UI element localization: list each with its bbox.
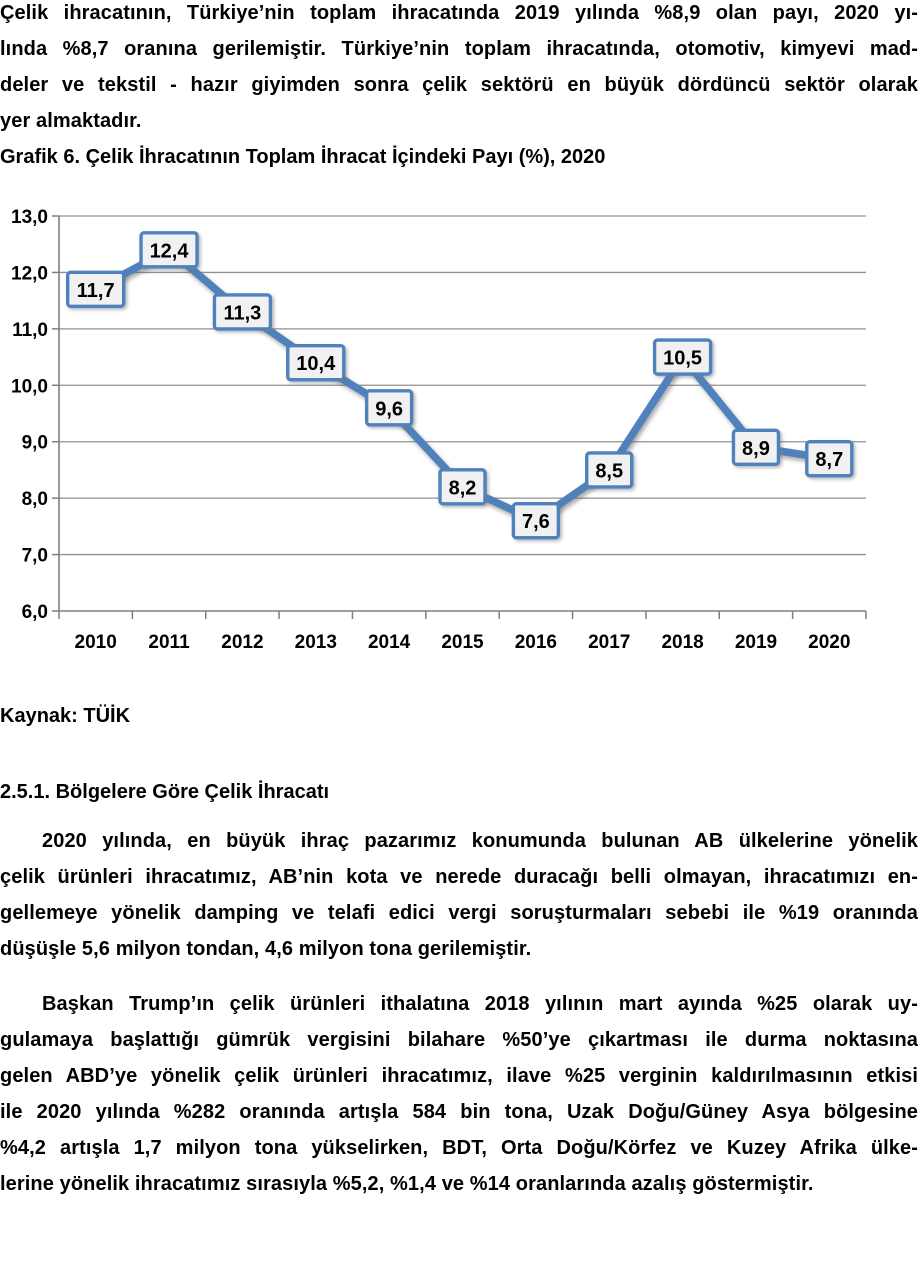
data-point-label-box bbox=[286, 344, 346, 382]
text-line: ile 2020 yılında %282 oranında artışla 5… bbox=[0, 1101, 918, 1123]
text-line: deler ve tekstil - hazır giyimden sonra … bbox=[0, 74, 918, 96]
data-point-label: 11,7 bbox=[77, 280, 115, 302]
text-line: çelik ürünleri ihracatımız, AB’nin kota … bbox=[0, 866, 918, 888]
data-point-label-box bbox=[585, 451, 634, 489]
x-axis-category-label: 2016 bbox=[515, 632, 557, 653]
y-axis-tick-label: 10,0 bbox=[11, 376, 48, 397]
text-line: 2020 yılında, en büyük ihraç pazarımız k… bbox=[42, 830, 918, 852]
data-point-label: 12,4 bbox=[150, 240, 190, 262]
regions-paragraph: 2020 yılında, en büyük ihraç pazarımız k… bbox=[0, 823, 918, 967]
x-axis-category-label: 2019 bbox=[735, 632, 777, 653]
data-point-label: 10,5 bbox=[663, 348, 702, 370]
data-point-label: 8,9 bbox=[742, 438, 770, 460]
x-axis-category-label: 2015 bbox=[441, 632, 484, 653]
data-point-label: 11,3 bbox=[223, 302, 261, 324]
data-point-label-box bbox=[65, 270, 126, 309]
intro-paragraph: Çelik ihracatının, Türkiye’nin toplam ih… bbox=[0, 0, 918, 139]
y-axis-tick-label: 12,0 bbox=[11, 263, 48, 284]
data-point-label-box bbox=[139, 231, 199, 269]
data-point-label-box bbox=[438, 468, 487, 506]
text-line: gelen ABD’ye yönelik çelik ürünleri ihra… bbox=[0, 1065, 918, 1087]
text-line: Başkan Trump’ın çelik ürünleri ithalatın… bbox=[42, 993, 918, 1015]
steel-export-share-chart: 6,0 7,0 8,0 9,0 10,0 11,0 12,0 13,0 2010 2011 2012… bbox=[0, 195, 918, 665]
x-axis-category-label: 2011 bbox=[148, 632, 190, 653]
data-point-label-box bbox=[805, 439, 854, 478]
text-line: lerine yönelik ihracatımız sırasıyla %5,… bbox=[0, 1173, 814, 1195]
data-point-label-box bbox=[364, 389, 414, 427]
x-axis-category-label: 2013 bbox=[295, 632, 337, 653]
data-point-label-box bbox=[731, 428, 781, 467]
y-axis-tick-label: 13,0 bbox=[11, 207, 48, 228]
y-axis-tick-label: 8,0 bbox=[22, 489, 48, 510]
x-axis-category-label: 2020 bbox=[808, 632, 850, 653]
data-point-label-box bbox=[652, 338, 713, 376]
y-axis-tick-label: 7,0 bbox=[22, 546, 48, 567]
data-point-label: 7,6 bbox=[522, 511, 550, 533]
source-note: Kaynak: TÜİK bbox=[0, 705, 131, 727]
usa-paragraph: Başkan Trump’ın çelik ürünleri ithalatın… bbox=[0, 986, 918, 1202]
data-point-label: 9,6 bbox=[375, 398, 403, 420]
text-line: lında %8,7 oranına gerilemiştir. Türkiye… bbox=[0, 38, 918, 60]
chart-caption: Grafik 6. Çelik İhracatının Toplam İhrac… bbox=[0, 146, 606, 168]
data-point-label: 8,2 bbox=[449, 477, 477, 499]
y-axis-tick-label: 6,0 bbox=[22, 602, 48, 623]
x-axis-category-label: 2017 bbox=[588, 632, 630, 653]
line-chart-canvas: 6,0 7,0 8,0 9,0 10,0 11,0 12,0 13,0 2010 2011 2012… bbox=[11, 207, 867, 653]
text-line: düşüşle 5,6 milyon tondan, 4,6 milyon to… bbox=[0, 938, 532, 960]
data-point-label: 10,4 bbox=[296, 353, 336, 375]
data-point-label-box bbox=[511, 502, 561, 540]
data-point-label: 8,7 bbox=[815, 449, 843, 471]
y-axis-tick-label: 11,0 bbox=[12, 320, 48, 341]
y-axis-tick-label: 9,0 bbox=[22, 433, 48, 454]
text-line: %4,2 artışla 1,7 milyon tona yükselirken… bbox=[0, 1137, 918, 1159]
data-point-label-box bbox=[212, 293, 273, 331]
x-axis-category-label: 2018 bbox=[661, 632, 703, 653]
x-axis-category-label: 2010 bbox=[75, 632, 117, 653]
text-line: gellemeye yönelik damping ve telafi edic… bbox=[0, 902, 918, 924]
text-line: yer almaktadır. bbox=[0, 110, 142, 132]
text-line: gulamaya başlattığı gümrük vergisini bil… bbox=[0, 1029, 918, 1051]
section-heading: 2.5.1. Bölgelere Göre Çelik İhracatı bbox=[0, 781, 330, 803]
text-line: Çelik ihracatının, Türkiye’nin toplam ih… bbox=[0, 2, 918, 24]
x-axis-category-label: 2014 bbox=[368, 632, 411, 653]
x-axis-category-label: 2012 bbox=[221, 632, 263, 653]
data-point-label: 8,5 bbox=[595, 460, 623, 482]
